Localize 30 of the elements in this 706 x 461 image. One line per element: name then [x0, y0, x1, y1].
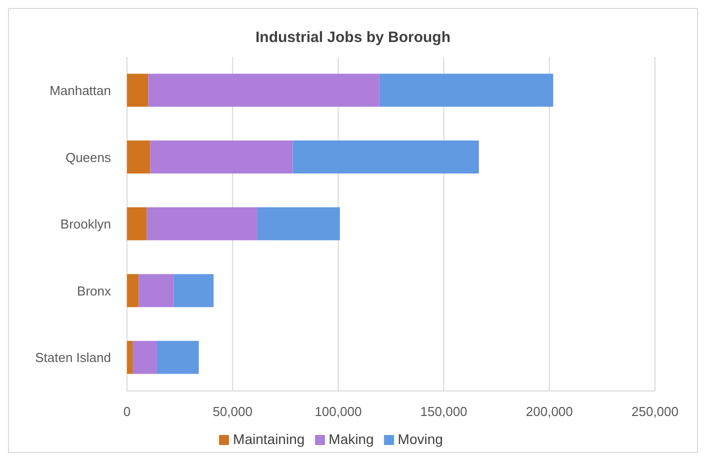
bar — [127, 274, 139, 308]
bar — [148, 74, 380, 107]
x-tick-label: 250,000 — [632, 404, 678, 420]
bar — [138, 274, 174, 308]
bar — [132, 340, 157, 374]
bar — [150, 140, 293, 174]
legend-label: Maintaining — [233, 431, 305, 447]
bar — [379, 74, 554, 107]
x-tick-label: 0 — [123, 404, 131, 420]
bar — [156, 340, 199, 374]
y-tick-label: Bronx — [77, 283, 112, 298]
x-tick-label: 50,000 — [212, 404, 252, 420]
x-tick-label: 150,000 — [420, 404, 468, 420]
x-tick-label: 200,000 — [526, 404, 573, 420]
chart-title: Industrial Jobs by Borough — [254, 29, 452, 48]
legend-label: Moving — [398, 431, 443, 447]
y-tick-label: Queens — [65, 150, 112, 165]
legend-label: Making — [328, 431, 374, 447]
bar — [258, 207, 340, 240]
y-tick-label: Staten Island — [35, 350, 111, 366]
y-tick-label: Brooklyn — [60, 216, 111, 232]
bar — [174, 274, 214, 308]
y-tick-label: Manhattan — [50, 83, 111, 98]
x-tick-label: 100,000 — [314, 404, 362, 420]
bar — [292, 140, 479, 174]
bar — [127, 207, 147, 240]
bar — [127, 140, 150, 174]
bar — [127, 74, 148, 107]
bar — [146, 207, 258, 240]
bar — [127, 340, 133, 374]
